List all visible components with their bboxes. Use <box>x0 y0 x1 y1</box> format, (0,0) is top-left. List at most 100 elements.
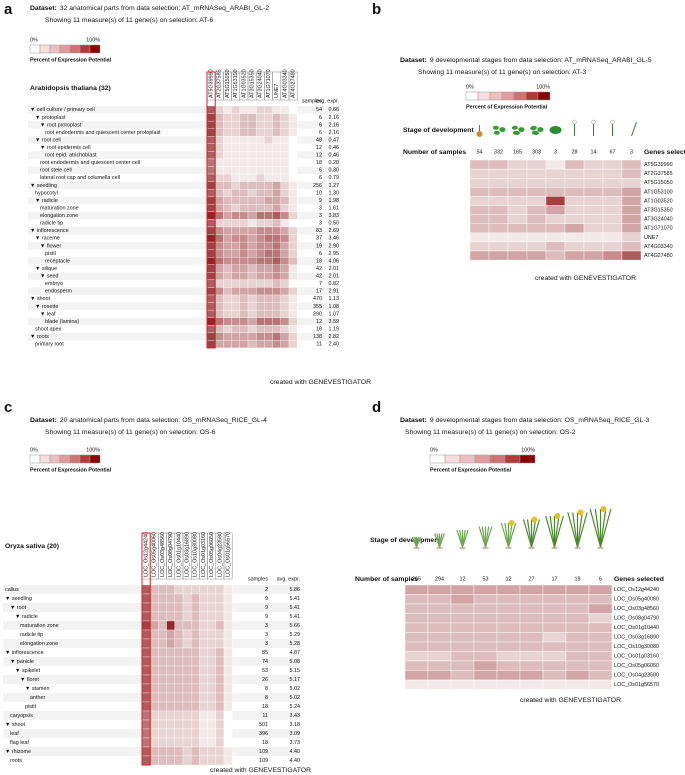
heat-cell <box>206 113 216 122</box>
row-label: endosperm <box>45 289 72 295</box>
heat-cell <box>206 173 216 182</box>
heat-cell <box>621 232 642 243</box>
legend-swatch <box>39 454 51 464</box>
heat-cell <box>473 622 498 633</box>
heat-cell <box>450 670 475 681</box>
heat-cell <box>280 317 290 326</box>
heat-cell <box>488 250 509 261</box>
heat-cell <box>191 611 200 622</box>
samples-header: samples <box>302 98 322 104</box>
heat-cell <box>239 120 249 129</box>
legend-swatch <box>59 454 71 464</box>
icon-leaf <box>415 536 422 548</box>
row-stripe <box>28 332 339 341</box>
heat-cell <box>158 629 167 640</box>
sample-count: 3 <box>265 641 268 647</box>
gene-label: AT4G27480 <box>644 253 673 259</box>
gene-label: AT4G03340 <box>644 244 673 250</box>
legend-max: 100% <box>536 84 550 90</box>
heat-cell <box>182 638 192 649</box>
heat-cell <box>264 325 273 333</box>
stage-icon <box>434 533 445 549</box>
legend-title: Percent of Expression Potential <box>466 104 548 110</box>
heat-cell <box>191 674 200 685</box>
heat-cell <box>150 593 159 604</box>
heat-cell <box>264 264 273 273</box>
sample-count: 109 <box>259 749 268 755</box>
avg-expression: 2.16 <box>329 115 340 121</box>
heat-cell <box>272 287 281 296</box>
heat-cell <box>223 219 232 228</box>
heat-cell <box>215 683 225 694</box>
heat-cell <box>247 143 257 152</box>
gene-label: LOC_Os12g44240 <box>614 587 659 593</box>
heat-cell <box>247 173 257 182</box>
heat-cell <box>256 204 265 212</box>
heat-cell <box>280 189 290 197</box>
icon-leaf <box>589 508 602 548</box>
heat-cell <box>588 622 613 633</box>
heat-cell <box>272 166 281 175</box>
heat-cell <box>223 113 232 122</box>
heat-cell <box>256 196 265 205</box>
heat-cell <box>215 287 224 296</box>
sample-count: 3 <box>319 221 322 227</box>
heat-cell <box>158 701 167 712</box>
heat-cell <box>223 317 232 326</box>
heat-cell <box>174 593 184 604</box>
gene-header-box <box>223 532 233 580</box>
legend-swatch <box>519 454 536 464</box>
heat-cell <box>256 325 265 333</box>
heat-cell <box>206 226 216 235</box>
heat-cell <box>206 279 216 288</box>
heat-cell <box>496 651 521 662</box>
heat-cell <box>158 737 167 748</box>
dataset-prefix: Dataset: <box>400 57 427 64</box>
heat-cell <box>174 746 184 757</box>
legend-swatch <box>459 454 476 464</box>
heat-cell <box>223 241 232 250</box>
heat-cell <box>288 241 298 250</box>
panel-letter: d <box>372 399 381 416</box>
heat-cell <box>583 223 604 233</box>
heat-cell <box>223 746 233 757</box>
legend-swatch <box>89 454 101 464</box>
heat-cell <box>199 629 208 640</box>
stage-label: Stage of development <box>403 127 474 134</box>
heat-cell <box>264 105 273 114</box>
heat-cell <box>488 187 509 197</box>
heat-cell <box>150 584 159 595</box>
avg-expression: 0.66 <box>329 107 340 113</box>
heat-cell <box>215 196 224 205</box>
heat-cell <box>473 632 498 643</box>
heat-cell <box>223 279 232 288</box>
sample-count: 6 <box>319 122 322 128</box>
heat-cell <box>583 232 604 243</box>
gene-label: AT1G03520 <box>644 198 673 204</box>
heat-cell <box>564 241 585 252</box>
row-label: maturation zone <box>40 205 79 211</box>
heat-cell <box>583 168 604 179</box>
sample-count: 3 <box>630 149 633 155</box>
heat-cell <box>264 120 273 129</box>
gene-header: LOC_Os05g06050 <box>209 532 215 577</box>
heat-cell <box>542 670 567 681</box>
row-stripe <box>28 242 339 250</box>
selection-info: Showing 11 measure(s) of 11 gene(s) on s… <box>45 17 213 24</box>
heat-cell <box>223 166 232 175</box>
heat-cell <box>206 128 216 137</box>
sample-count: 53 <box>483 576 489 582</box>
heat-cell <box>256 158 265 167</box>
gene-label: AT1G71070 <box>644 226 673 232</box>
row-label: anther <box>30 695 45 701</box>
icon-leaf <box>576 512 583 548</box>
heat-cell <box>256 113 265 122</box>
heat-cell <box>519 594 544 605</box>
heat-cell <box>247 113 257 122</box>
legend-title: Percent of Expression Potential <box>430 467 512 473</box>
heat-cell <box>264 219 273 228</box>
heat-cell <box>223 294 232 303</box>
heat-cell <box>206 143 216 152</box>
heat-cell <box>223 136 232 144</box>
